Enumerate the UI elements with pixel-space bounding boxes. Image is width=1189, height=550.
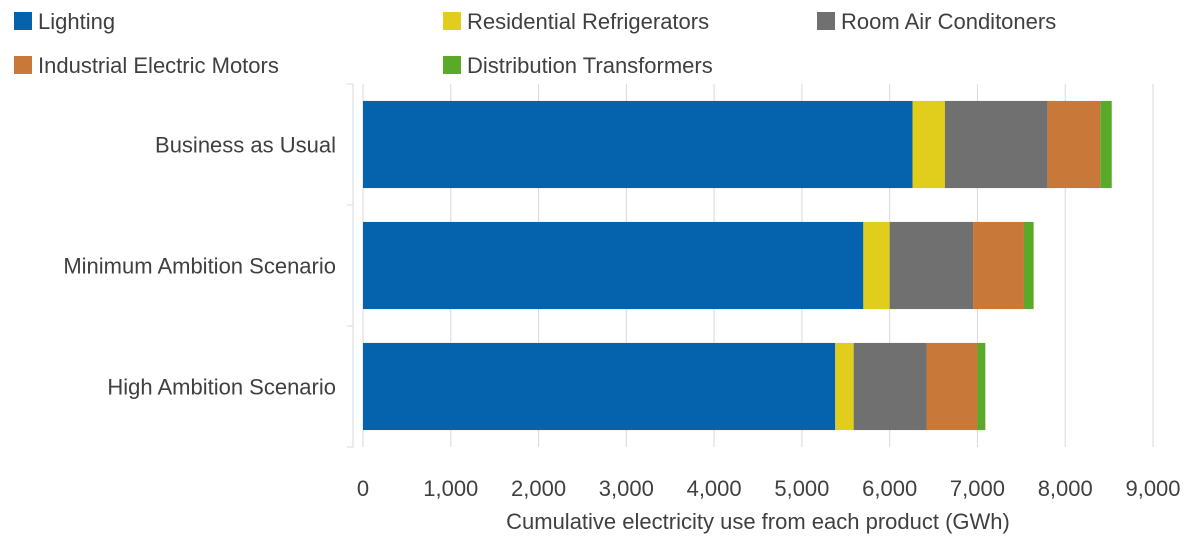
x-tick-label: 9,000 — [1125, 476, 1180, 501]
category-label: Business as Usual — [155, 133, 336, 158]
legend-item-room-air-conditoners: Room Air Conditoners — [817, 9, 1056, 34]
bar-segment-distribution-transformers — [1023, 221, 1034, 310]
x-tick-label: 7,000 — [950, 476, 1005, 501]
category-label: High Ambition Scenario — [107, 375, 336, 400]
x-tick-label: 8,000 — [1038, 476, 1093, 501]
bar-segment-room-air-conditoners — [853, 342, 927, 431]
bar-segment-industrial-electric-motors — [926, 342, 978, 431]
category-axis: Business as Usual Minimum Ambition Scenar… — [63, 83, 354, 448]
bar-segment-distribution-transformers — [1100, 100, 1112, 189]
bar-segment-room-air-conditoners — [889, 221, 974, 310]
x-axis-title: Cumulative electricity use from each pro… — [506, 509, 1010, 534]
legend-swatch — [443, 12, 461, 30]
legend-swatch — [14, 12, 32, 30]
bar-segment-industrial-electric-motors — [1047, 100, 1101, 189]
bar-segment-lighting — [363, 221, 864, 310]
legend-swatch — [443, 56, 461, 74]
legend-label: Industrial Electric Motors — [38, 53, 279, 78]
legend-label: Lighting — [38, 9, 115, 34]
legend-item-industrial-electric-motors: Industrial Electric Motors — [14, 53, 279, 78]
legend-label: Room Air Conditoners — [841, 9, 1056, 34]
x-tick-label: 1,000 — [423, 476, 478, 501]
legend-item-distribution-transformers: Distribution Transformers — [443, 53, 713, 78]
x-tick-label: 3,000 — [599, 476, 654, 501]
bars — [363, 100, 1112, 431]
legend-item-residential-refrigerators: Residential Refrigerators — [443, 9, 709, 34]
category-label: Minimum Ambition Scenario — [63, 254, 336, 279]
bar-segment-residential-refrigerators — [863, 221, 890, 310]
legend-swatch — [14, 56, 32, 74]
x-tick-label: 0 — [357, 476, 369, 501]
legend-item-lighting: Lighting — [14, 9, 115, 34]
bar-segment-industrial-electric-motors — [973, 221, 1024, 310]
bar-segment-residential-refrigerators — [835, 342, 854, 431]
legend-swatch — [817, 12, 835, 30]
legend-label: Distribution Transformers — [467, 53, 713, 78]
bar-segment-lighting — [363, 100, 913, 189]
x-tick-label: 5,000 — [774, 476, 829, 501]
bar-segment-residential-refrigerators — [912, 100, 945, 189]
x-tick-label: 6,000 — [862, 476, 917, 501]
legend: Lighting Residential Refrigerators Room Ai… — [14, 9, 1056, 78]
x-tick-label: 2,000 — [511, 476, 566, 501]
legend-label: Residential Refrigerators — [467, 9, 709, 34]
bar-segment-lighting — [363, 342, 836, 431]
x-tick-label: 4,000 — [687, 476, 742, 501]
bar-segment-distribution-transformers — [977, 342, 986, 431]
bar-segment-room-air-conditoners — [944, 100, 1048, 189]
x-axis-ticks: 0 1,000 2,000 3,000 4,000 5,000 6,000 7,000 8,00… — [357, 476, 1181, 501]
